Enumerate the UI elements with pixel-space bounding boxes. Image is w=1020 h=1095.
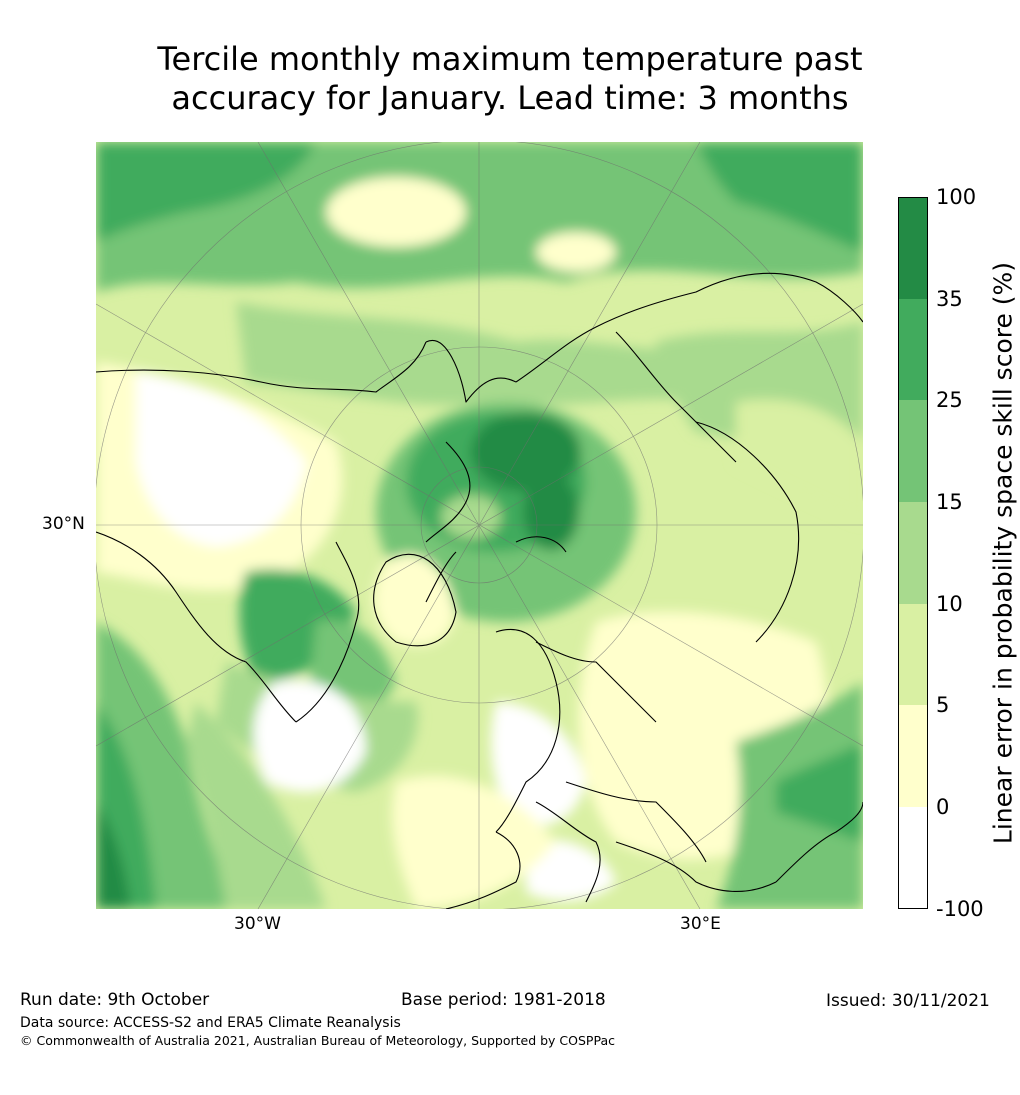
lon-label-30e: 30°E: [680, 914, 721, 934]
title-line-1: Tercile monthly maximum temperature past: [157, 40, 863, 78]
colorbar-tick-25: 25: [936, 388, 963, 412]
graticule: [96, 142, 863, 909]
colorbar-bin-10-15: [898, 502, 928, 604]
run-date: Run date: 9th October: [20, 990, 210, 1010]
copyright: © Commonwealth of Australia 2021, Austra…: [20, 1033, 615, 1048]
colorbar-bin-0-5: [898, 705, 928, 807]
issued-date: Issued: 30/11/2021: [826, 991, 990, 1011]
skill-score-map: [96, 142, 863, 909]
colorbar-tick-0: 0: [936, 795, 950, 819]
colorbar-tick-5: 5: [936, 693, 950, 717]
colorbar-frame: [898, 197, 928, 909]
colorbar-tick-10: 10: [936, 592, 963, 616]
colorbar-label-text: Linear error in probability space skill …: [988, 261, 1018, 845]
title-line-2: accuracy for January. Lead time: 3 month…: [171, 79, 849, 117]
lon-label-30w: 30°W: [234, 914, 281, 934]
coastlines: [96, 272, 863, 909]
colorbar-bin-35-100: [898, 197, 928, 299]
colorbar-bin-15-25: [898, 400, 928, 502]
data-source: Data source: ACCESS-S2 and ERA5 Climate …: [20, 1015, 401, 1031]
score-field: [96, 142, 863, 909]
colorbar-tick-neg100: -100: [936, 897, 984, 921]
colorbar-tick-15: 15: [936, 490, 963, 514]
base-period: Base period: 1981-2018: [401, 990, 606, 1010]
colorbar-tick-35: 35: [936, 287, 963, 311]
colorbar-bin-neg100-0: [898, 807, 928, 909]
colorbar-tick-100: 100: [936, 185, 977, 209]
lat-label-30n: 30°N: [42, 514, 85, 534]
colorbar-bin-5-10: [898, 604, 928, 705]
chart-title: Tercile monthly maximum temperature past…: [0, 40, 1020, 118]
colorbar: [898, 197, 928, 909]
colorbar-bin-25-35: [898, 299, 928, 400]
